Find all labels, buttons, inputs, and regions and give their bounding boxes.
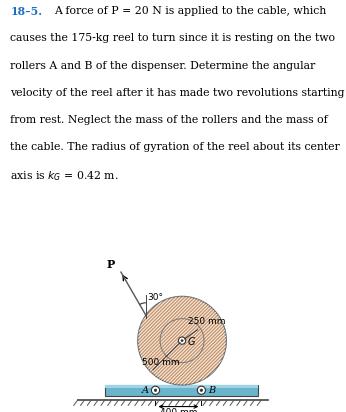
Text: axis is $k_G$ = 0.42 m.: axis is $k_G$ = 0.42 m. <box>10 170 119 183</box>
Text: 250 mm: 250 mm <box>188 317 225 326</box>
Text: B: B <box>208 386 215 395</box>
Circle shape <box>152 386 160 394</box>
Text: the cable. The radius of gyration of the reel about its center: the cable. The radius of gyration of the… <box>10 143 340 152</box>
Bar <box>105 385 258 388</box>
Circle shape <box>138 297 226 385</box>
Text: from rest. Neglect the mass of the rollers and the mass of: from rest. Neglect the mass of the rolle… <box>10 115 328 125</box>
Circle shape <box>154 389 157 391</box>
Text: A: A <box>142 386 149 395</box>
Text: 500 mm: 500 mm <box>143 358 180 367</box>
Text: $G$: $G$ <box>186 335 196 346</box>
Bar <box>105 385 258 396</box>
Text: A force of P = 20 N is applied to the cable, which: A force of P = 20 N is applied to the ca… <box>54 6 326 16</box>
Text: —400 mm—: —400 mm— <box>151 408 206 412</box>
Text: velocity of the reel after it has made two revolutions starting: velocity of the reel after it has made t… <box>10 88 345 98</box>
Circle shape <box>200 389 203 391</box>
Text: rollers A and B of the dispenser. Determine the angular: rollers A and B of the dispenser. Determ… <box>10 61 316 70</box>
Circle shape <box>179 337 186 344</box>
Text: 30°: 30° <box>147 293 163 302</box>
Text: 18–5.: 18–5. <box>10 6 42 17</box>
Circle shape <box>197 386 206 394</box>
Text: P: P <box>107 259 115 270</box>
Circle shape <box>181 339 183 342</box>
Text: causes the 175-kg reel to turn since it is resting on the two: causes the 175-kg reel to turn since it … <box>10 33 335 43</box>
